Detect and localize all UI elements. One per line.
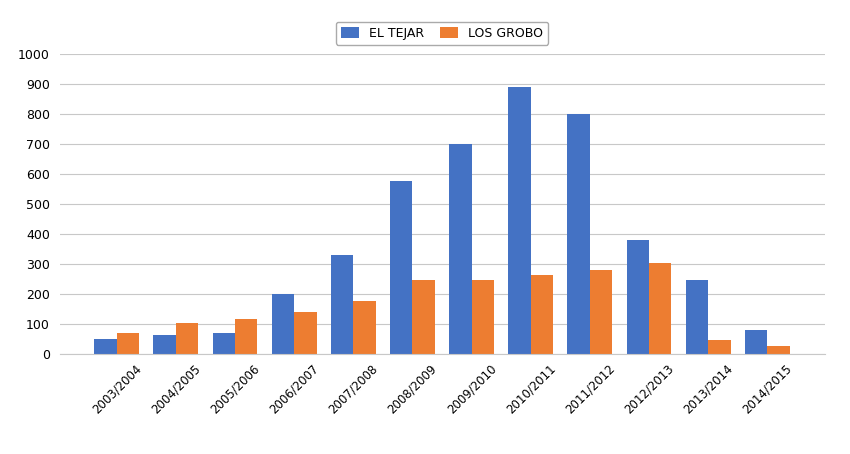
Bar — [354, 301, 376, 354]
Bar — [508, 88, 530, 354]
Bar — [745, 330, 768, 354]
Bar — [590, 270, 612, 354]
Bar — [649, 263, 672, 354]
Bar — [686, 280, 708, 354]
Bar — [530, 275, 553, 354]
Bar — [272, 294, 294, 354]
Bar — [153, 335, 176, 354]
Bar — [294, 312, 317, 354]
Bar — [331, 255, 354, 354]
Bar — [449, 144, 472, 354]
Bar — [768, 346, 790, 354]
Bar — [176, 323, 198, 354]
Bar — [235, 319, 258, 354]
Bar — [116, 332, 139, 354]
Bar — [94, 339, 116, 354]
Bar — [626, 240, 649, 354]
Bar — [567, 114, 590, 354]
Bar — [472, 280, 494, 354]
Bar — [212, 332, 235, 354]
Bar — [390, 181, 412, 354]
Legend: EL TEJAR, LOS GROBO: EL TEJAR, LOS GROBO — [336, 22, 548, 45]
Bar — [708, 340, 731, 354]
Bar — [412, 280, 435, 354]
